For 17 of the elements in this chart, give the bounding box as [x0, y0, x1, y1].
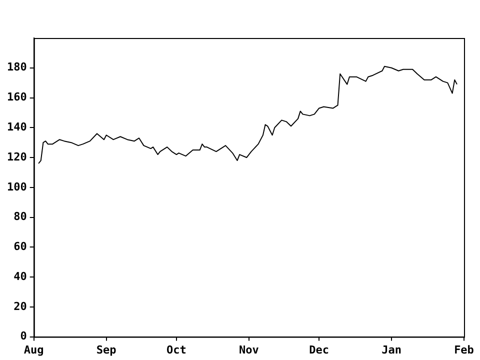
y-tick-label: 40	[14, 270, 27, 283]
y-tick-label: 140	[6, 120, 27, 134]
x-tick-label: Oct	[166, 343, 186, 356]
y-tick-label: 120	[6, 150, 27, 164]
y-tick-label: 80	[14, 210, 27, 224]
y-tick-label: 160	[6, 90, 27, 104]
x-tick-label: Nov	[238, 343, 260, 356]
x-tick-label: Aug	[24, 343, 44, 356]
x-tick-label: Sep	[96, 343, 117, 356]
y-tick-label: 0	[20, 330, 27, 343]
y-tick-label: 180	[6, 60, 27, 74]
y-tick-label: 20	[14, 300, 27, 313]
x-tick-label: Jan	[382, 343, 402, 356]
y-tick-label: 100	[6, 180, 27, 194]
y-tick-label: 60	[14, 240, 27, 254]
x-tick-label: Dec	[309, 343, 329, 356]
x-tick-label: Feb	[454, 343, 474, 356]
